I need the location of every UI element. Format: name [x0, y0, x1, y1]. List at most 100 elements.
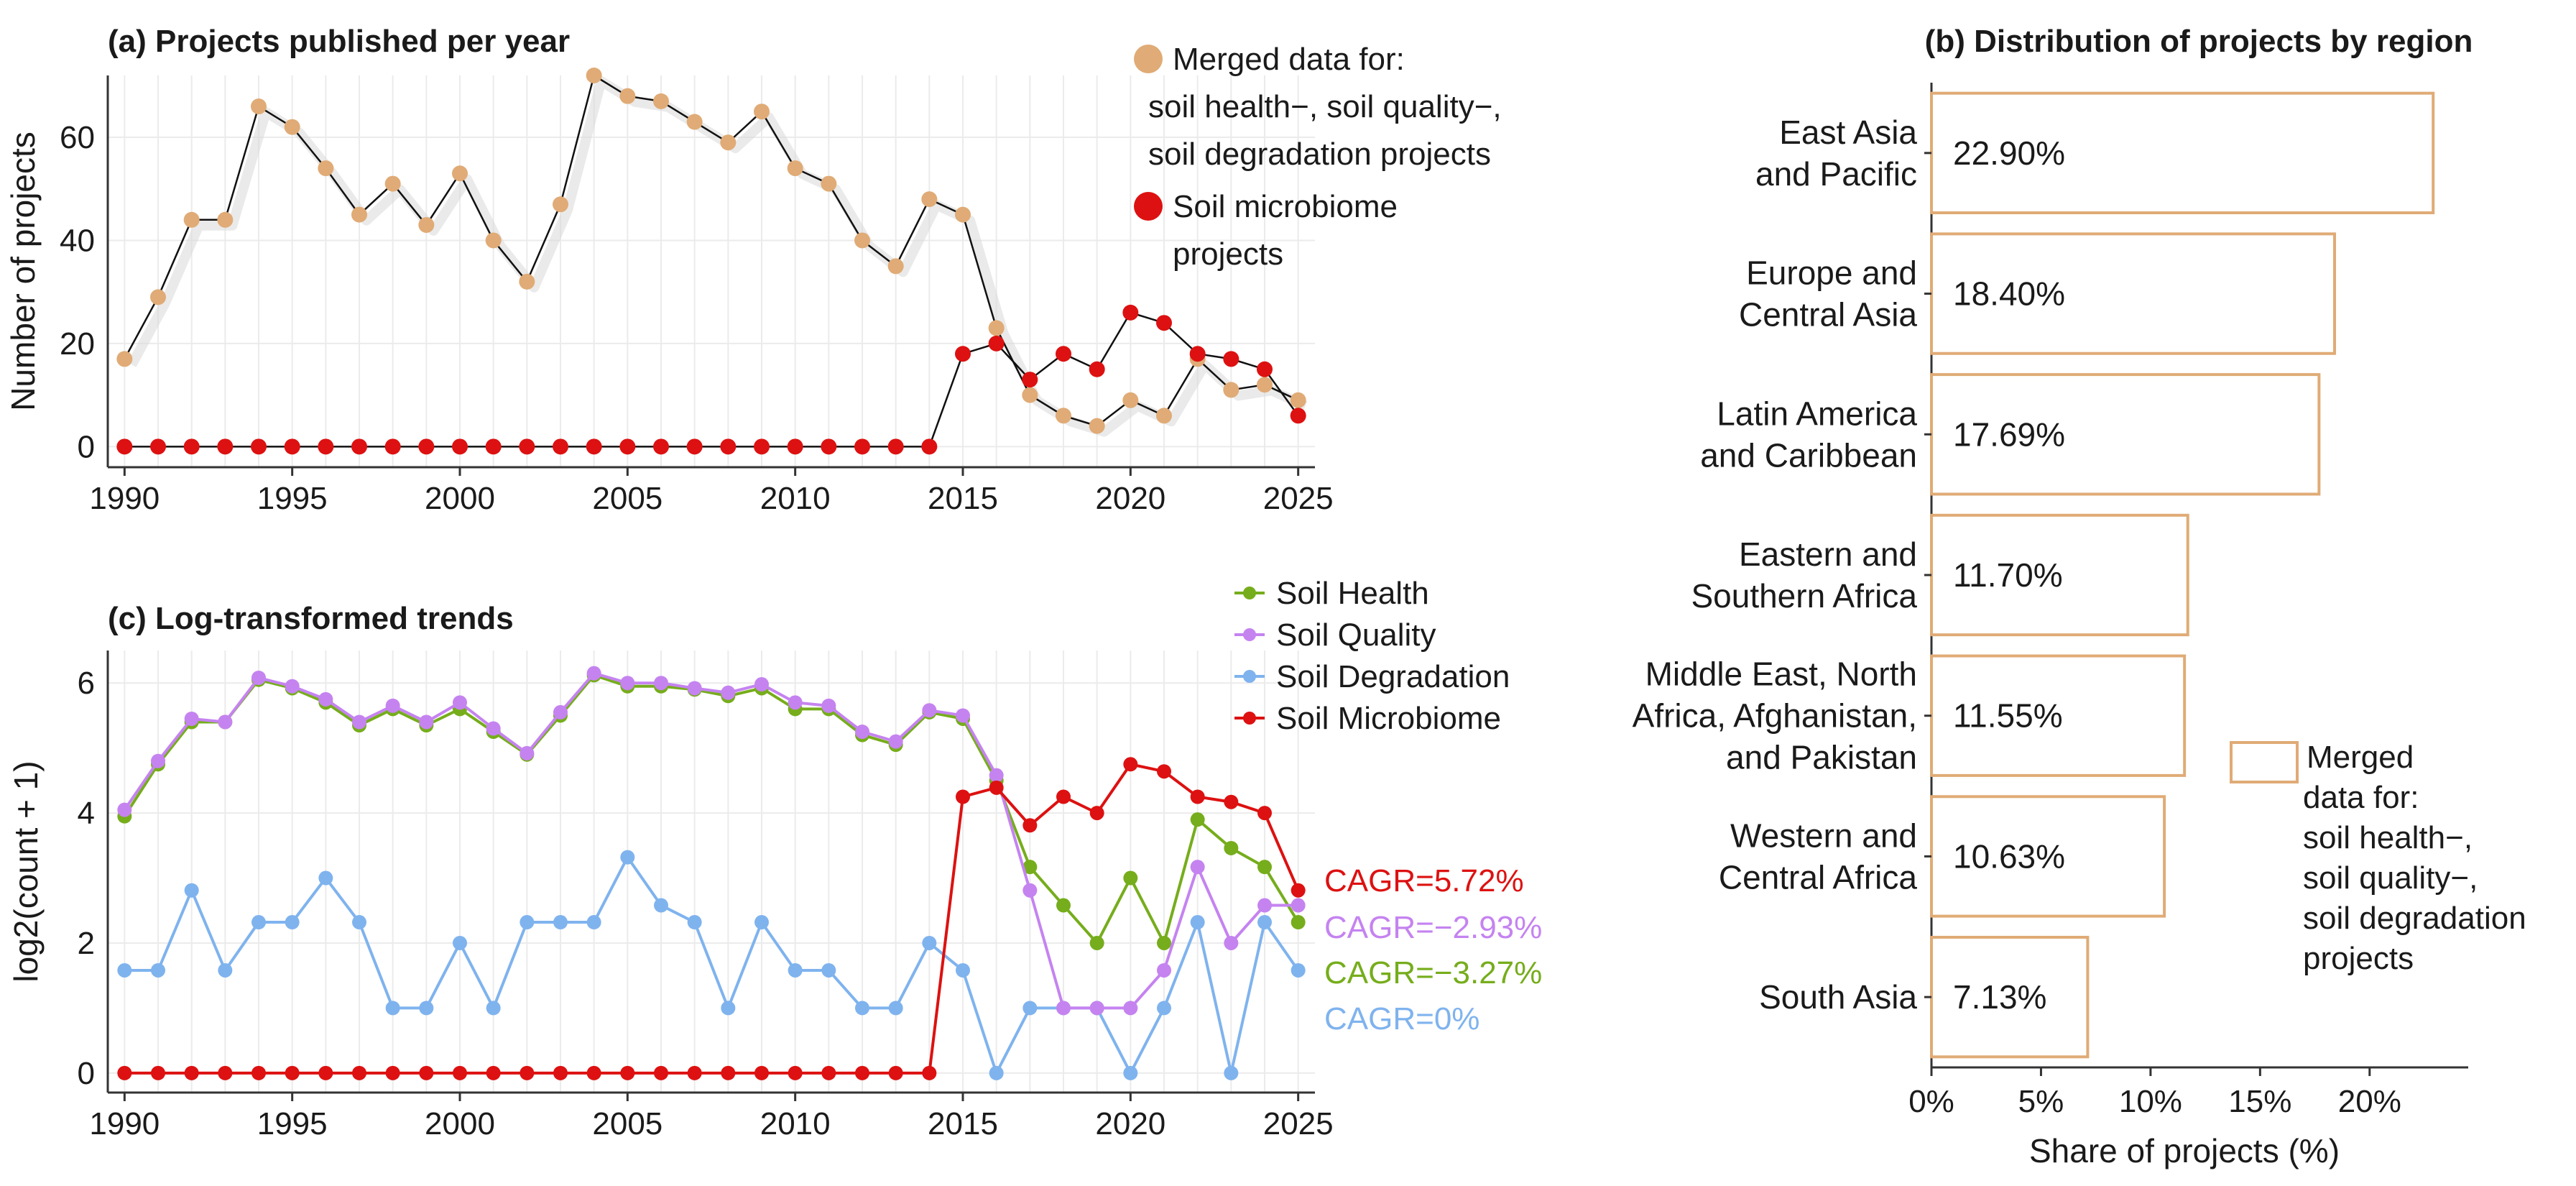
data-point-soil-degradation	[788, 962, 803, 978]
data-point-merged	[887, 258, 904, 275]
data-point-merged	[619, 88, 636, 104]
legend-label-merged: soil health−,	[2303, 820, 2473, 855]
data-point-microbiome	[452, 438, 468, 455]
data-point-merged	[1223, 382, 1239, 398]
data-point-soil-microbiome	[318, 1065, 333, 1080]
series-shadow	[127, 76, 1308, 437]
data-point-soil-degradation	[586, 915, 601, 930]
data-point-soil-degradation	[1291, 962, 1306, 978]
data-point-soil-quality	[888, 734, 903, 749]
y-tick-label: 20	[60, 326, 95, 362]
data-point-soil-microbiome	[419, 1065, 434, 1080]
data-point-soil-quality	[184, 711, 199, 726]
data-point-microbiome	[553, 438, 568, 455]
data-point-soil-degradation	[184, 883, 199, 898]
data-point-merged	[1122, 392, 1139, 408]
x-tick-label: 10%	[2119, 1084, 2182, 1119]
legend-marker-soil-health	[1243, 587, 1256, 599]
legend-marker-microbiome	[1134, 192, 1163, 221]
data-point-microbiome	[686, 438, 703, 455]
data-point-soil-microbiome	[788, 1065, 803, 1080]
data-point-merged	[1056, 408, 1071, 424]
data-point-microbiome	[1122, 304, 1139, 321]
data-point-soil-quality	[922, 703, 937, 718]
bar-value-label: 10.63%	[1953, 837, 2065, 875]
data-point-soil-health	[1056, 898, 1071, 913]
data-point-microbiome	[150, 438, 166, 455]
y-tick-label: 60	[60, 120, 95, 155]
data-point-merged	[586, 68, 602, 83]
data-point-microbiome	[586, 438, 602, 455]
data-point-soil-health	[1257, 860, 1272, 875]
data-point-soil-microbiome	[1190, 789, 1205, 804]
legend-label-microbiome: projects	[1173, 236, 1283, 272]
data-point-soil-degradation	[553, 915, 568, 930]
data-point-merged	[1022, 387, 1038, 403]
data-point-soil-degradation	[1224, 1065, 1239, 1080]
data-point-microbiome	[653, 438, 669, 455]
data-point-merged	[351, 206, 367, 223]
data-point-soil-microbiome	[520, 1065, 535, 1080]
data-point-soil-quality	[486, 721, 501, 736]
legend-label-soil-quality: Soil Quality	[1276, 617, 1436, 653]
data-point-microbiome	[116, 438, 133, 455]
data-point-merged	[1257, 377, 1273, 393]
region-label: Europe and	[1746, 254, 1917, 292]
region-label: Central Africa	[1719, 858, 1918, 896]
data-point-soil-quality	[1257, 898, 1272, 913]
data-point-merged	[553, 196, 568, 213]
data-point-soil-degradation	[352, 915, 366, 930]
x-tick-label: 2015	[928, 1106, 998, 1141]
data-point-soil-degradation	[251, 915, 266, 930]
data-point-soil-quality	[218, 714, 233, 730]
legend-label-merged: soil degradation projects	[1148, 137, 1491, 172]
data-point-soil-degradation	[687, 915, 702, 930]
data-point-microbiome	[754, 438, 770, 455]
data-point-microbiome	[821, 438, 837, 455]
data-point-soil-quality	[352, 714, 366, 730]
data-point-soil-quality	[687, 681, 702, 696]
y-tick-label: 2	[78, 926, 95, 961]
region-label: and Caribbean	[1700, 436, 1917, 474]
y-tick-label: 4	[78, 796, 95, 831]
region-label: Central Asia	[1739, 296, 1917, 334]
legend-label-soil-microbiome: Soil Microbiome	[1276, 701, 1501, 736]
data-point-soil-degradation	[385, 1001, 400, 1016]
data-point-soil-microbiome	[184, 1065, 199, 1080]
series-line-soil-degradation	[124, 854, 1300, 1077]
legend-label-merged: Merged data for:	[1173, 42, 1405, 77]
data-point-merged	[1290, 392, 1306, 408]
data-point-soil-health	[1022, 860, 1038, 875]
x-tick-label: 2025	[1263, 481, 1334, 516]
panel-a-title: (a) Projects published per year	[108, 24, 570, 59]
x-tick-label: 2005	[592, 481, 663, 516]
cagr-annotation: CAGR=0%	[1324, 1001, 1479, 1036]
data-point-soil-microbiome	[654, 1065, 668, 1080]
data-point-soil-microbiome	[620, 1065, 635, 1080]
data-point-merged	[519, 273, 535, 290]
data-point-merged	[653, 93, 669, 109]
data-point-soil-microbiome	[352, 1065, 366, 1080]
data-point-soil-quality	[117, 802, 132, 817]
data-point-soil-quality	[1089, 1001, 1104, 1016]
x-tick-label: 1995	[257, 481, 328, 516]
data-point-merged	[854, 232, 870, 249]
x-tick-label: 2020	[1095, 481, 1165, 516]
data-point-merged	[150, 289, 166, 305]
data-point-soil-quality	[318, 691, 333, 707]
data-point-soil-degradation	[218, 962, 233, 978]
data-point-soil-quality	[989, 768, 1004, 783]
data-point-soil-microbiome	[486, 1065, 501, 1080]
data-point-microbiome	[1022, 372, 1038, 388]
data-point-soil-microbiome	[453, 1065, 467, 1080]
data-point-microbiome	[251, 438, 267, 455]
legend-label-merged: data for:	[2303, 780, 2419, 815]
data-point-soil-microbiome	[1291, 883, 1306, 898]
data-point-microbiome	[988, 335, 1005, 351]
data-point-microbiome	[384, 438, 401, 455]
series-line-soil-quality	[123, 671, 1298, 1010]
series-line-microbiome	[124, 311, 1299, 448]
data-point-microbiome	[787, 438, 803, 455]
data-point-soil-microbiome	[956, 789, 970, 804]
data-point-microbiome	[1156, 315, 1172, 331]
